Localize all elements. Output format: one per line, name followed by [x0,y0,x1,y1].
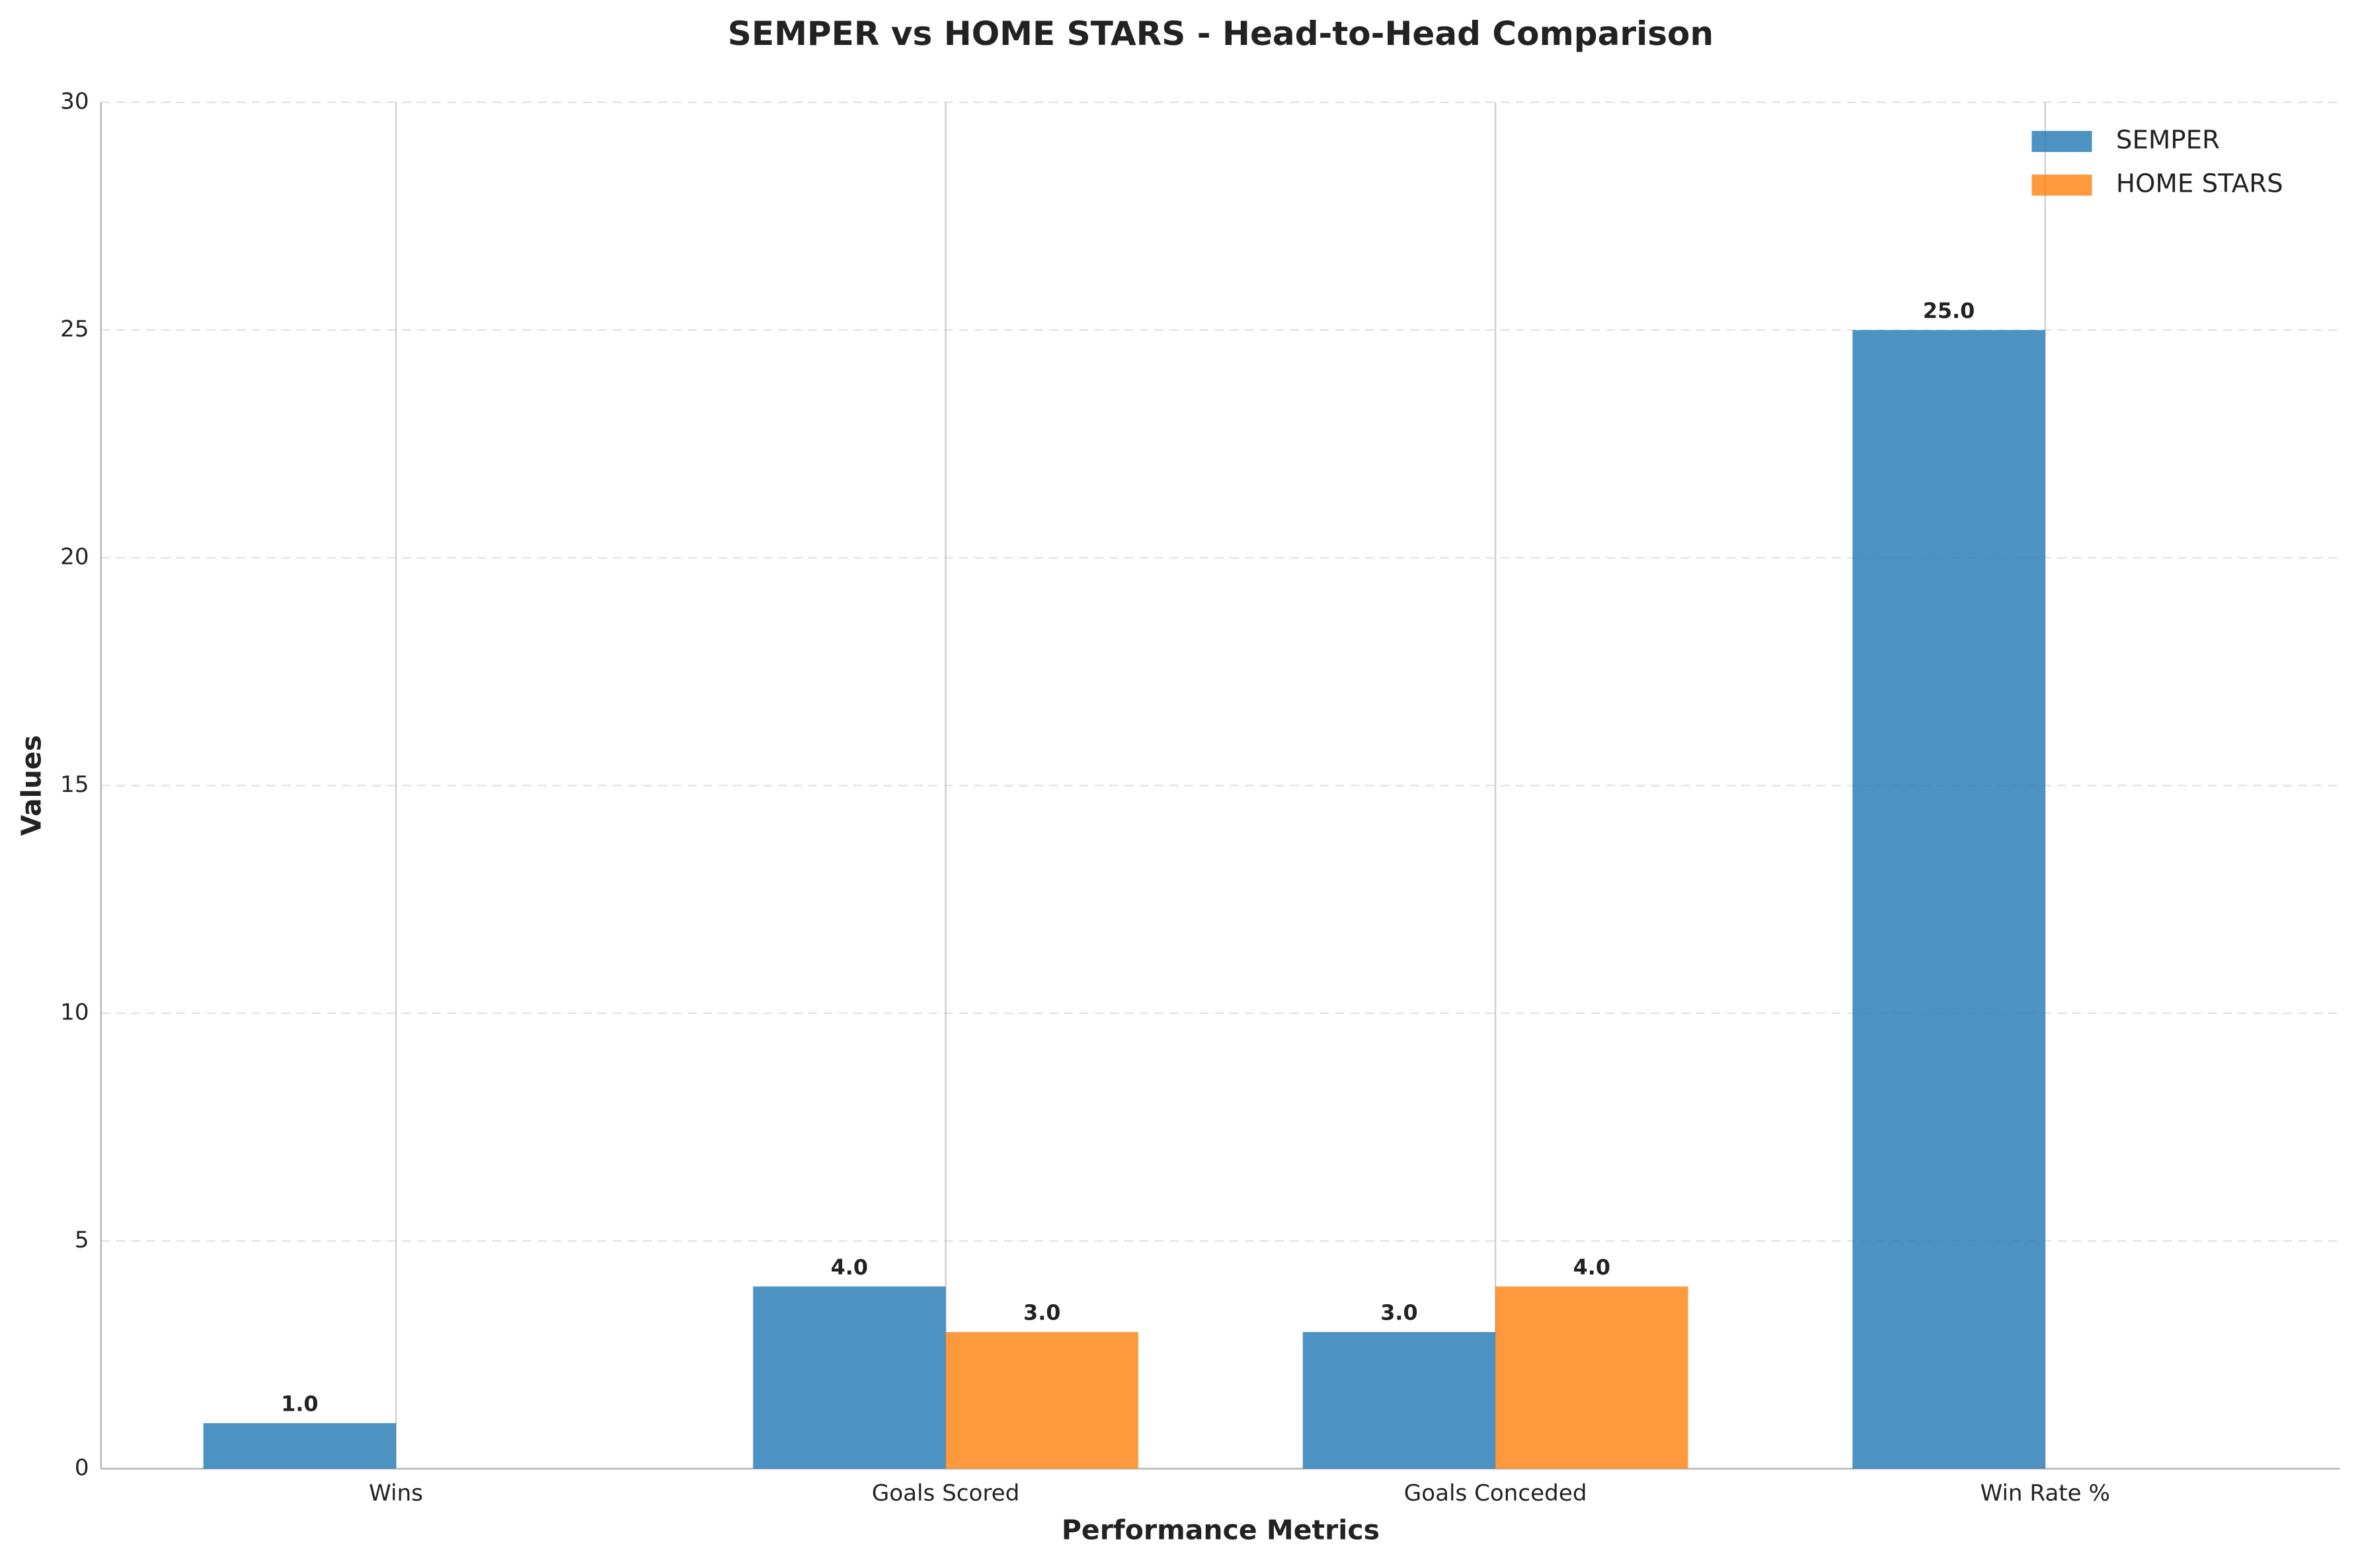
x-tick-label: Win Rate % [1980,1480,2109,1507]
x-axis-label: Performance Metrics [1062,1514,1380,1546]
value-label: 1.0 [281,1392,318,1417]
legend-label: SEMPER [2116,125,2220,155]
x-tick-label: Goals Conceded [1404,1480,1587,1507]
bar [203,1423,396,1469]
value-label: 3.0 [1380,1300,1417,1325]
chart-title: SEMPER vs HOME STARS - Head-to-Head Comp… [728,15,1713,53]
y-tick-label: 0 [75,1454,89,1481]
bar [1302,1332,1496,1469]
legend-label: HOME STARS [2116,169,2283,198]
y-tick-label: 10 [60,999,89,1025]
y-tick-label: 30 [60,88,89,114]
value-label: 4.0 [1573,1255,1610,1280]
x-tick-label: Goals Scored [872,1480,1020,1507]
value-label: 4.0 [831,1255,868,1280]
y-tick-label: 5 [75,1227,89,1253]
bar [1852,330,2045,1469]
legend-swatch [2031,175,2092,196]
value-label: 3.0 [1023,1300,1060,1325]
bar [945,1332,1138,1469]
y-tick-label: 25 [60,316,89,342]
legend-swatch [2031,131,2092,152]
y-tick-label: 15 [60,771,89,798]
x-tick-label: Wins [369,1480,423,1507]
y-tick-label: 20 [60,543,89,570]
y-axis-label: Values [15,735,47,836]
value-label: 25.0 [1923,298,1975,323]
bar [753,1286,946,1469]
bar [1495,1286,1688,1469]
